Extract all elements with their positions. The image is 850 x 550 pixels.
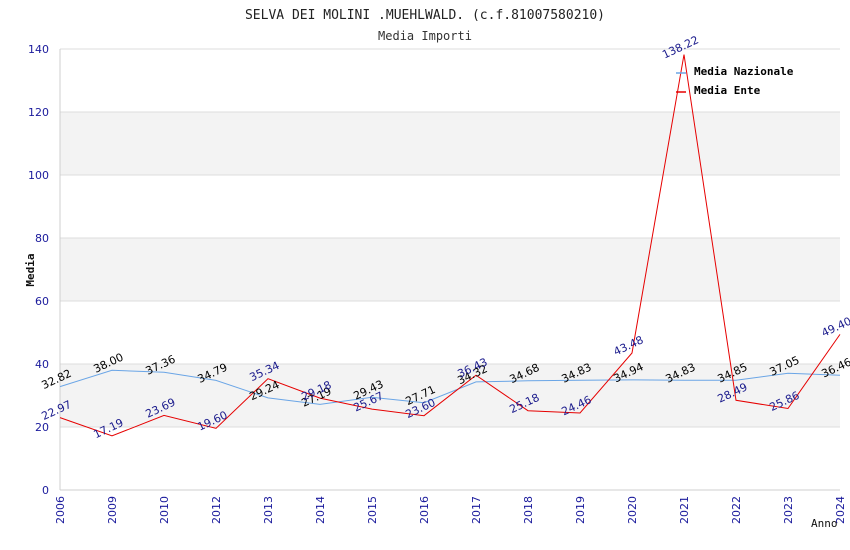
x-tick-label: 2014 bbox=[314, 496, 327, 524]
y-tick-label: 80 bbox=[35, 232, 49, 245]
data-label: 49.40 bbox=[819, 315, 850, 340]
data-label: 138.22 bbox=[660, 33, 700, 61]
series-line-1 bbox=[59, 54, 841, 437]
x-tick-label: 2010 bbox=[158, 496, 171, 524]
y-axis-label: Media bbox=[24, 253, 37, 286]
series-lines bbox=[59, 54, 841, 437]
y-tick-label: 60 bbox=[35, 295, 49, 308]
y-tick-label: 0 bbox=[42, 484, 49, 497]
x-tick-label: 2015 bbox=[366, 496, 379, 524]
x-tick-label: 2006 bbox=[54, 496, 67, 524]
plot-band bbox=[60, 238, 840, 301]
x-tick-label: 2018 bbox=[522, 496, 535, 524]
y-tick-label: 120 bbox=[28, 106, 49, 119]
x-tick-label: 2013 bbox=[262, 496, 275, 524]
x-tick-label: 2020 bbox=[626, 496, 639, 524]
x-tick-label: 2021 bbox=[678, 496, 691, 524]
y-tick-label: 20 bbox=[35, 421, 49, 434]
legend-label-media-nazionale: Media Nazionale bbox=[694, 65, 794, 78]
y-tick-label: 100 bbox=[28, 169, 49, 182]
y-tick-label: 140 bbox=[28, 43, 49, 56]
x-tick-label: 2022 bbox=[730, 496, 743, 524]
x-axis-label: Anno bbox=[811, 517, 838, 530]
legend-label-media-ente: Media Ente bbox=[694, 84, 761, 97]
x-tick-labels: 2006 2009 2010 2012 2013 2014 2015 2016 2017 2018… bbox=[54, 496, 847, 524]
y-tick-label: 40 bbox=[35, 358, 49, 371]
data-label: 43.48 bbox=[611, 333, 645, 358]
x-tick-label: 2012 bbox=[210, 496, 223, 524]
plot-bands bbox=[60, 112, 840, 427]
x-tick-label: 2024 bbox=[834, 496, 847, 524]
x-tick-label: 2009 bbox=[106, 496, 119, 524]
x-tick-label: 2016 bbox=[418, 496, 431, 524]
plot-band bbox=[60, 112, 840, 175]
series-line-0 bbox=[59, 369, 841, 405]
y-tick-labels: 0 20 40 60 80 100 120 140 bbox=[28, 43, 49, 497]
x-tick-label: 2019 bbox=[574, 496, 587, 524]
x-tick-label: 2017 bbox=[470, 496, 483, 524]
legend: Media Nazionale Media Ente bbox=[676, 65, 794, 97]
chart-subtitle: Media Importi bbox=[378, 29, 472, 43]
chart-title: SELVA DEI MOLINI .MUEHLWALD. (c.f.810075… bbox=[245, 8, 605, 23]
x-tick-label: 2023 bbox=[782, 496, 795, 524]
